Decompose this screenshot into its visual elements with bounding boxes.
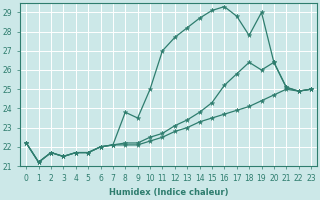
X-axis label: Humidex (Indice chaleur): Humidex (Indice chaleur) [109,188,228,197]
